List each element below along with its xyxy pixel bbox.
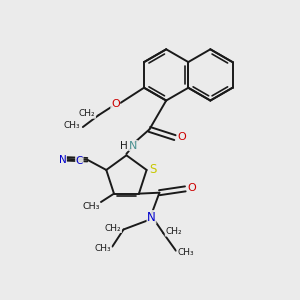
Text: CH₂: CH₂ xyxy=(79,109,96,118)
Text: CH₃: CH₃ xyxy=(63,121,80,130)
Text: O: O xyxy=(177,132,186,142)
Text: CH₃: CH₃ xyxy=(177,248,194,257)
Text: CH₂: CH₂ xyxy=(105,224,122,232)
Text: N: N xyxy=(129,141,137,151)
Text: N: N xyxy=(147,211,156,224)
Text: S: S xyxy=(149,164,157,176)
Text: O: O xyxy=(188,183,196,193)
Text: CH₃: CH₃ xyxy=(82,202,100,211)
Text: CH₂: CH₂ xyxy=(165,227,182,236)
Text: H: H xyxy=(120,141,128,151)
Text: CH₃: CH₃ xyxy=(94,244,111,253)
Text: O: O xyxy=(111,99,120,110)
Text: N: N xyxy=(59,155,66,165)
Text: C: C xyxy=(76,156,83,166)
